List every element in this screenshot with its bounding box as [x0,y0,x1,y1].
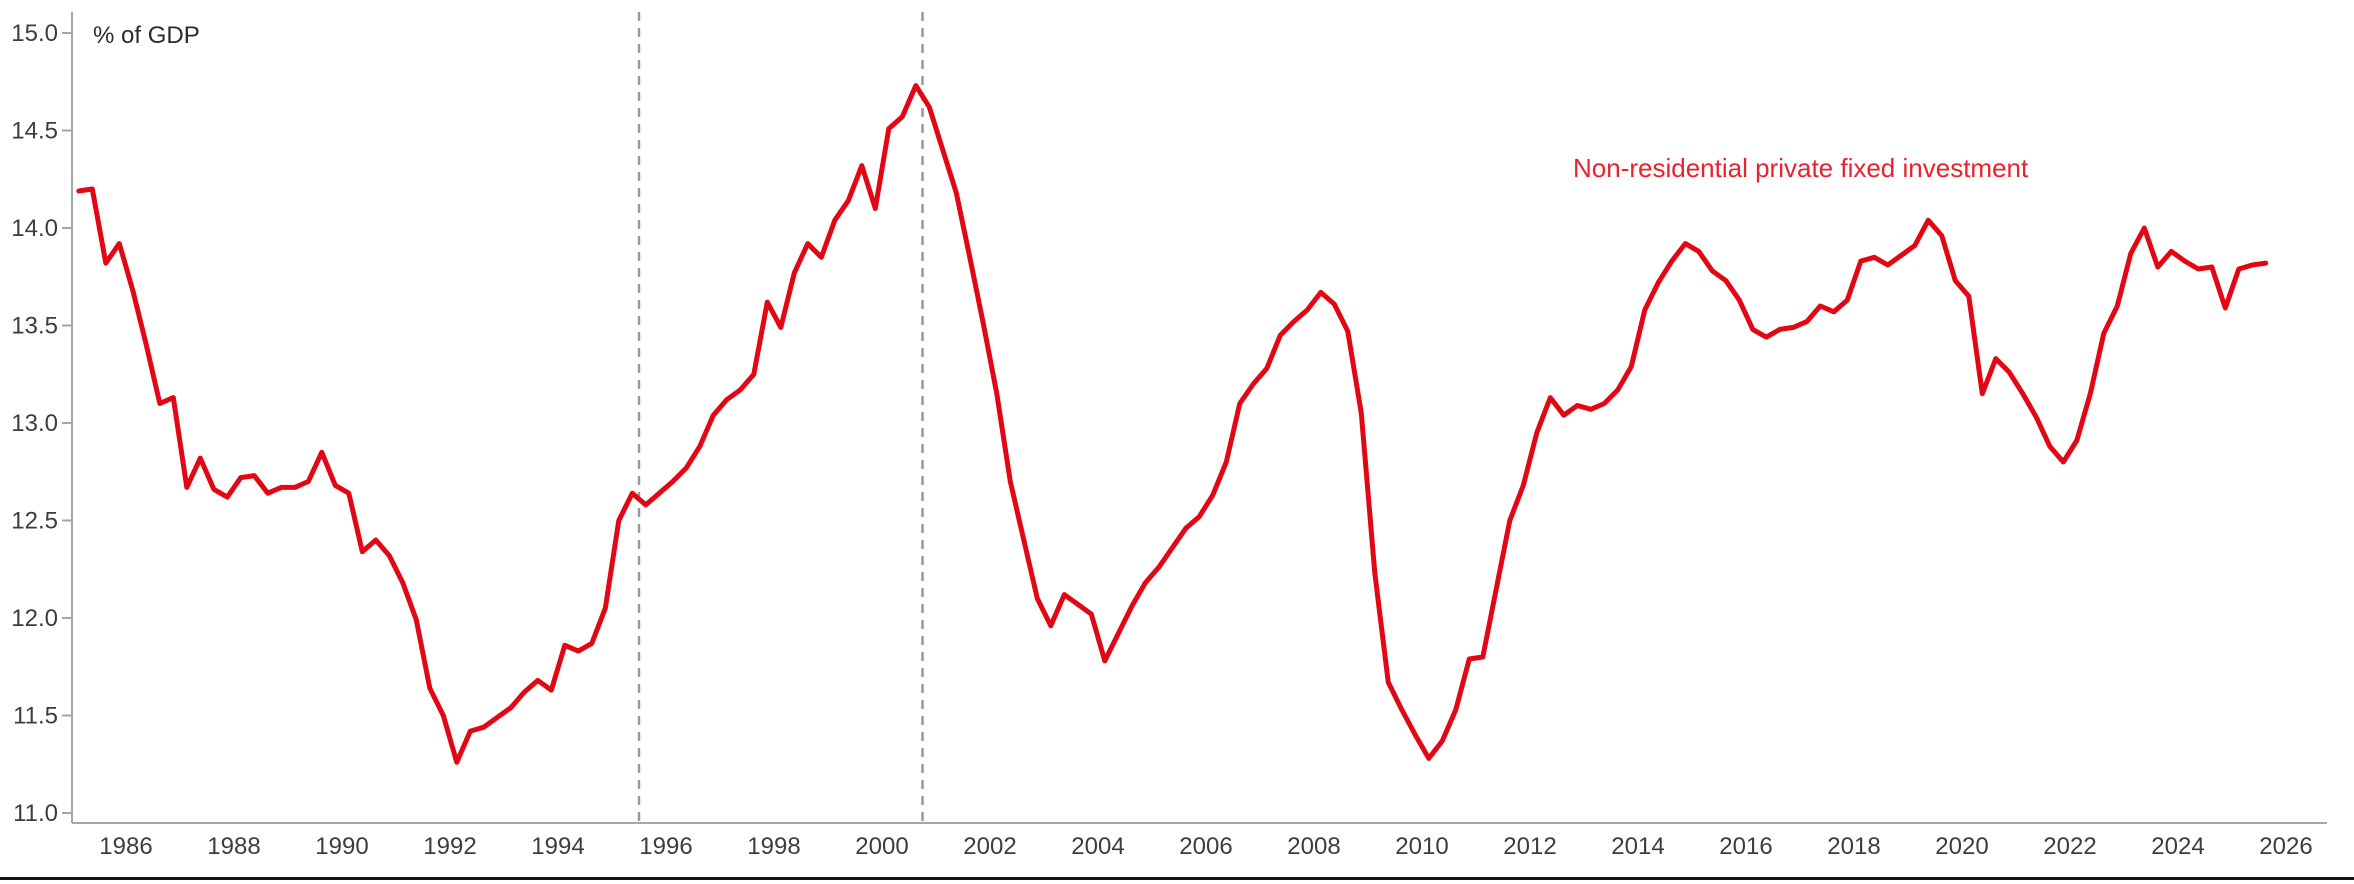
x-tick-label: 2024 [2151,833,2204,860]
y-tick-label: 11.5 [13,703,58,730]
investment-series-line [76,83,2269,765]
x-tick-label: 2012 [1503,833,1556,860]
x-tick-label: 2022 [2043,833,2096,860]
x-tick-label: 2014 [1611,833,1664,860]
series-legend-label: Non-residential private fixed investment [1573,153,2029,183]
y-axis-ticks [62,32,72,814]
y-axis-unit-label: % of GDP [93,22,200,49]
dashed-reference-lines [637,12,924,823]
x-tick-label: 1988 [207,833,260,860]
y-tick-label: 12.5 [11,508,58,535]
x-tick-label: 1996 [639,833,692,860]
y-axis-labels: 15.0 14.5 14.0 13.5 13.0 12.5 12.0 11.5 11.0 [11,20,58,827]
y-tick-label: 12.0 [11,605,58,632]
page-divider [0,877,2354,880]
x-tick-label: 1986 [99,833,152,860]
x-tick-label: 2018 [1827,833,1880,860]
y-tick-label: 14.5 [11,118,58,145]
x-tick-label: 2026 [2259,833,2312,860]
x-tick-label: 1994 [531,833,584,860]
x-tick-label: 2008 [1287,833,1340,860]
y-tick-label: 13.0 [11,410,58,437]
x-tick-label: 1992 [423,833,476,860]
x-tick-label: 1998 [747,833,800,860]
y-tick-label: 11.0 [13,800,58,827]
y-tick-label: 14.0 [11,215,58,242]
x-tick-label: 2016 [1719,833,1772,860]
x-tick-label: 2020 [1935,833,1988,860]
y-tick-label: 13.5 [11,313,58,340]
x-tick-label: 2004 [1071,833,1124,860]
y-tick-label: 15.0 [11,20,58,47]
x-axis-labels: 1986 1988 1990 1992 1994 1996 1998 2000 2002 2004… [99,833,2312,860]
x-tick-label: 2006 [1179,833,1232,860]
x-tick-label: 1990 [315,833,368,860]
x-tick-label: 2010 [1395,833,1448,860]
x-tick-label: 2000 [855,833,908,860]
x-tick-label: 2002 [963,833,1016,860]
